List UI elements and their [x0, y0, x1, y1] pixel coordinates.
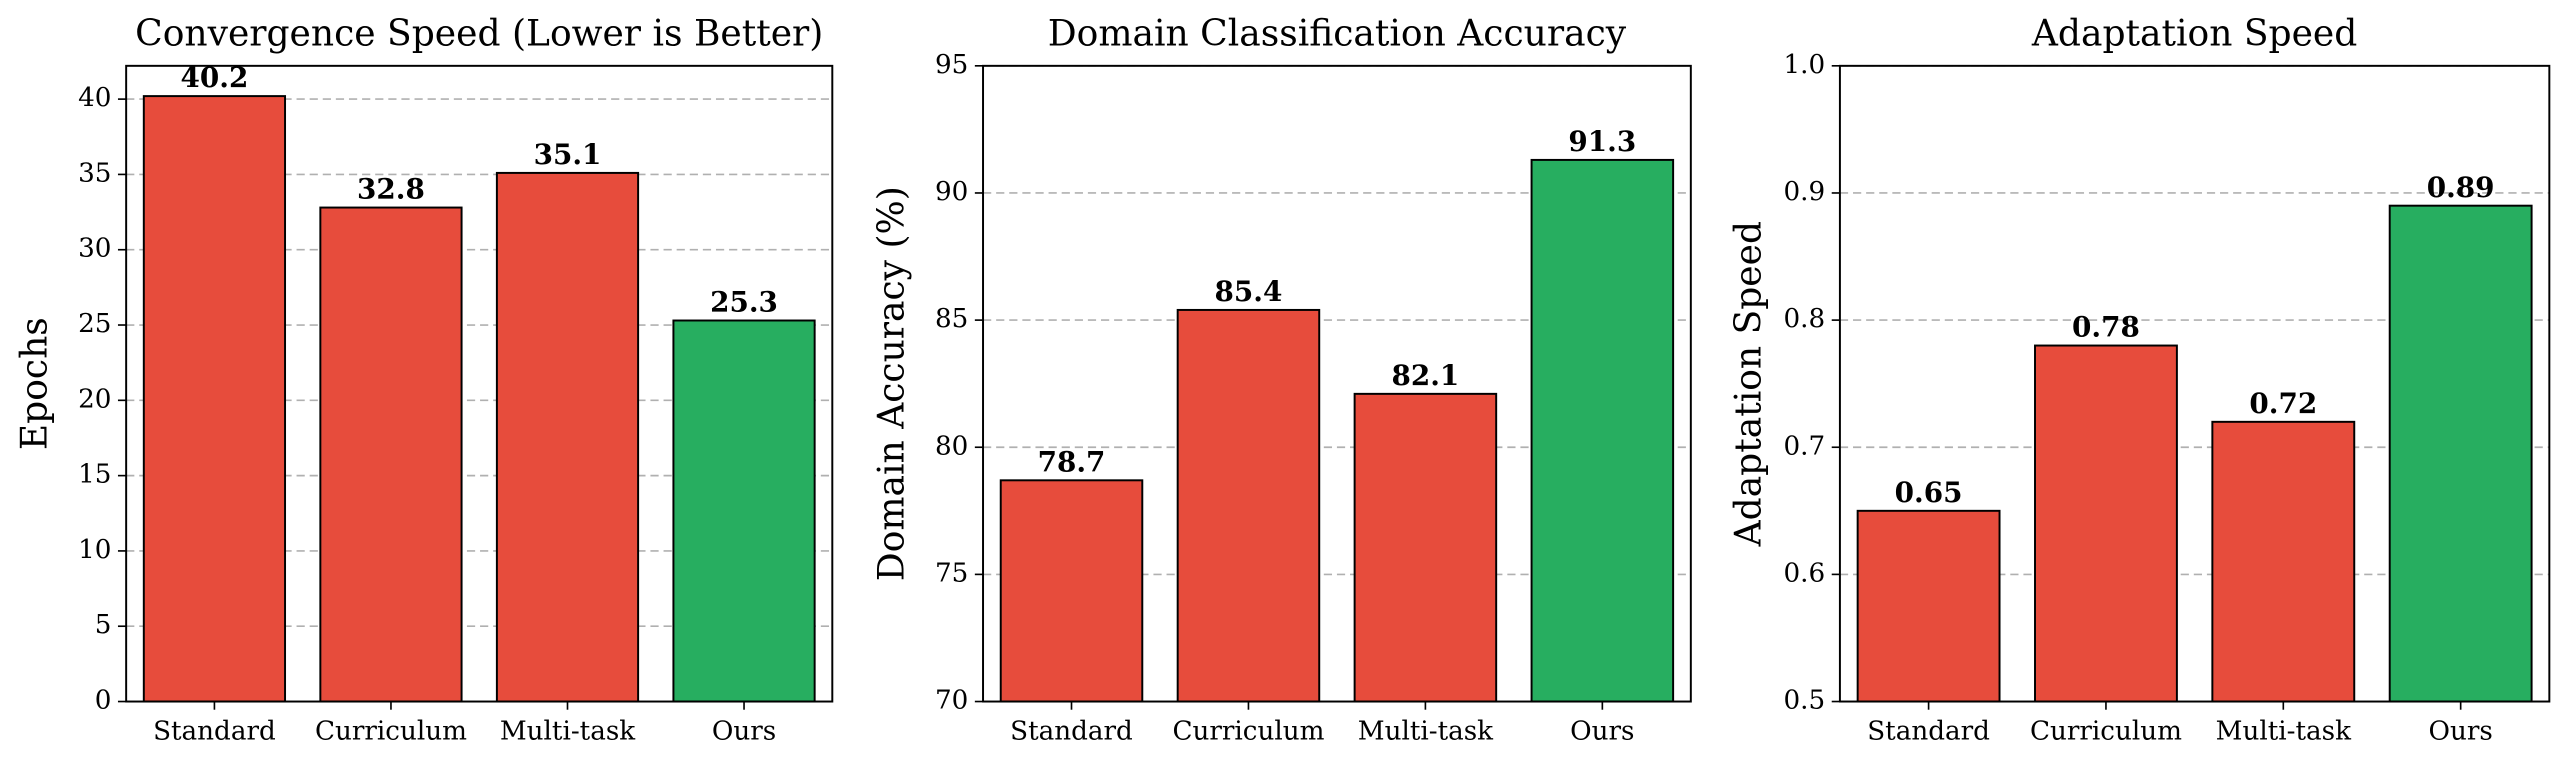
y-tick-label: 70 [935, 686, 968, 716]
y-tick-label: 15 [78, 460, 111, 490]
value-label: 32.8 [357, 173, 425, 206]
y-tick-label: 5 [95, 610, 112, 640]
x-tick-label: Ours [2428, 717, 2492, 747]
bar [1176, 308, 1321, 703]
y-axis-label: Epochs [15, 317, 56, 450]
y-tick-label: 0.5 [1783, 686, 1825, 716]
y-tick-label: 0 [95, 686, 112, 716]
x-tick-label: Multi-task [2216, 717, 2352, 747]
y-tick-label: 0.6 [1783, 558, 1825, 588]
y-tick-label: 1.0 [1783, 50, 1825, 80]
y-axis-label: Domain Accuracy (%) [872, 186, 913, 581]
bar [1530, 158, 1675, 703]
value-label: 82.1 [1391, 359, 1459, 392]
y-tick-label: 95 [935, 50, 968, 80]
y-tick-label: 10 [78, 535, 111, 565]
value-label: 25.3 [710, 286, 778, 319]
bar [2034, 344, 2178, 703]
bar [999, 479, 1144, 703]
axes-frame [982, 64, 1692, 703]
y-tick-label: 90 [935, 177, 968, 207]
y-tick-label: 0.7 [1783, 431, 1825, 461]
x-tick-label: Curriculum [2030, 717, 2182, 747]
y-tick-label: 25 [78, 309, 111, 339]
y-tick-label: 0.9 [1783, 177, 1825, 207]
bar [1353, 392, 1498, 703]
x-tick-label: Ours [1570, 717, 1634, 747]
bar [2211, 420, 2356, 703]
bar [1856, 509, 2001, 703]
bar [142, 95, 287, 703]
x-tick-label: Ours [712, 717, 776, 747]
x-tick-label: Standard [1867, 717, 1990, 747]
x-tick-label: Standard [1010, 717, 1133, 747]
x-tick-label: Standard [153, 717, 276, 747]
chart-title: Adaptation Speed [2031, 13, 2357, 54]
value-label: 0.65 [1895, 476, 1963, 509]
x-tick-label: Multi-task [500, 717, 636, 747]
y-tick-label: 20 [78, 384, 111, 414]
value-label: 78.7 [1038, 445, 1106, 478]
value-label: 91.3 [1568, 125, 1636, 158]
x-tick-label: Multi-task [1358, 717, 1494, 747]
value-label: 0.89 [2427, 171, 2495, 204]
y-tick-label: 80 [935, 431, 968, 461]
y-tick-label: 0.8 [1783, 304, 1825, 334]
x-tick-label: Curriculum [315, 717, 467, 747]
value-label: 85.4 [1215, 275, 1283, 308]
chart-title: Domain Classification Accuracy [1048, 13, 1627, 54]
y-tick-label: 40 [78, 83, 111, 113]
bar [495, 171, 640, 703]
y-tick-label: 75 [935, 558, 968, 588]
y-axis-label: Adaptation Speed [1728, 221, 1769, 547]
y-tick-label: 85 [935, 304, 968, 334]
value-label: 0.78 [2072, 311, 2140, 344]
axes-frame [125, 64, 834, 703]
axes-frame [1838, 64, 2551, 703]
bar [672, 319, 816, 703]
y-tick-label: 35 [78, 158, 111, 188]
x-tick-label: Curriculum [1172, 717, 1324, 747]
value-label: 35.1 [534, 138, 602, 171]
chart-title: Convergence Speed (Lower is Better) [135, 13, 823, 54]
bar [319, 206, 463, 703]
value-label: 0.72 [2249, 387, 2317, 420]
y-tick-label: 30 [78, 234, 111, 264]
bar [2388, 204, 2533, 703]
